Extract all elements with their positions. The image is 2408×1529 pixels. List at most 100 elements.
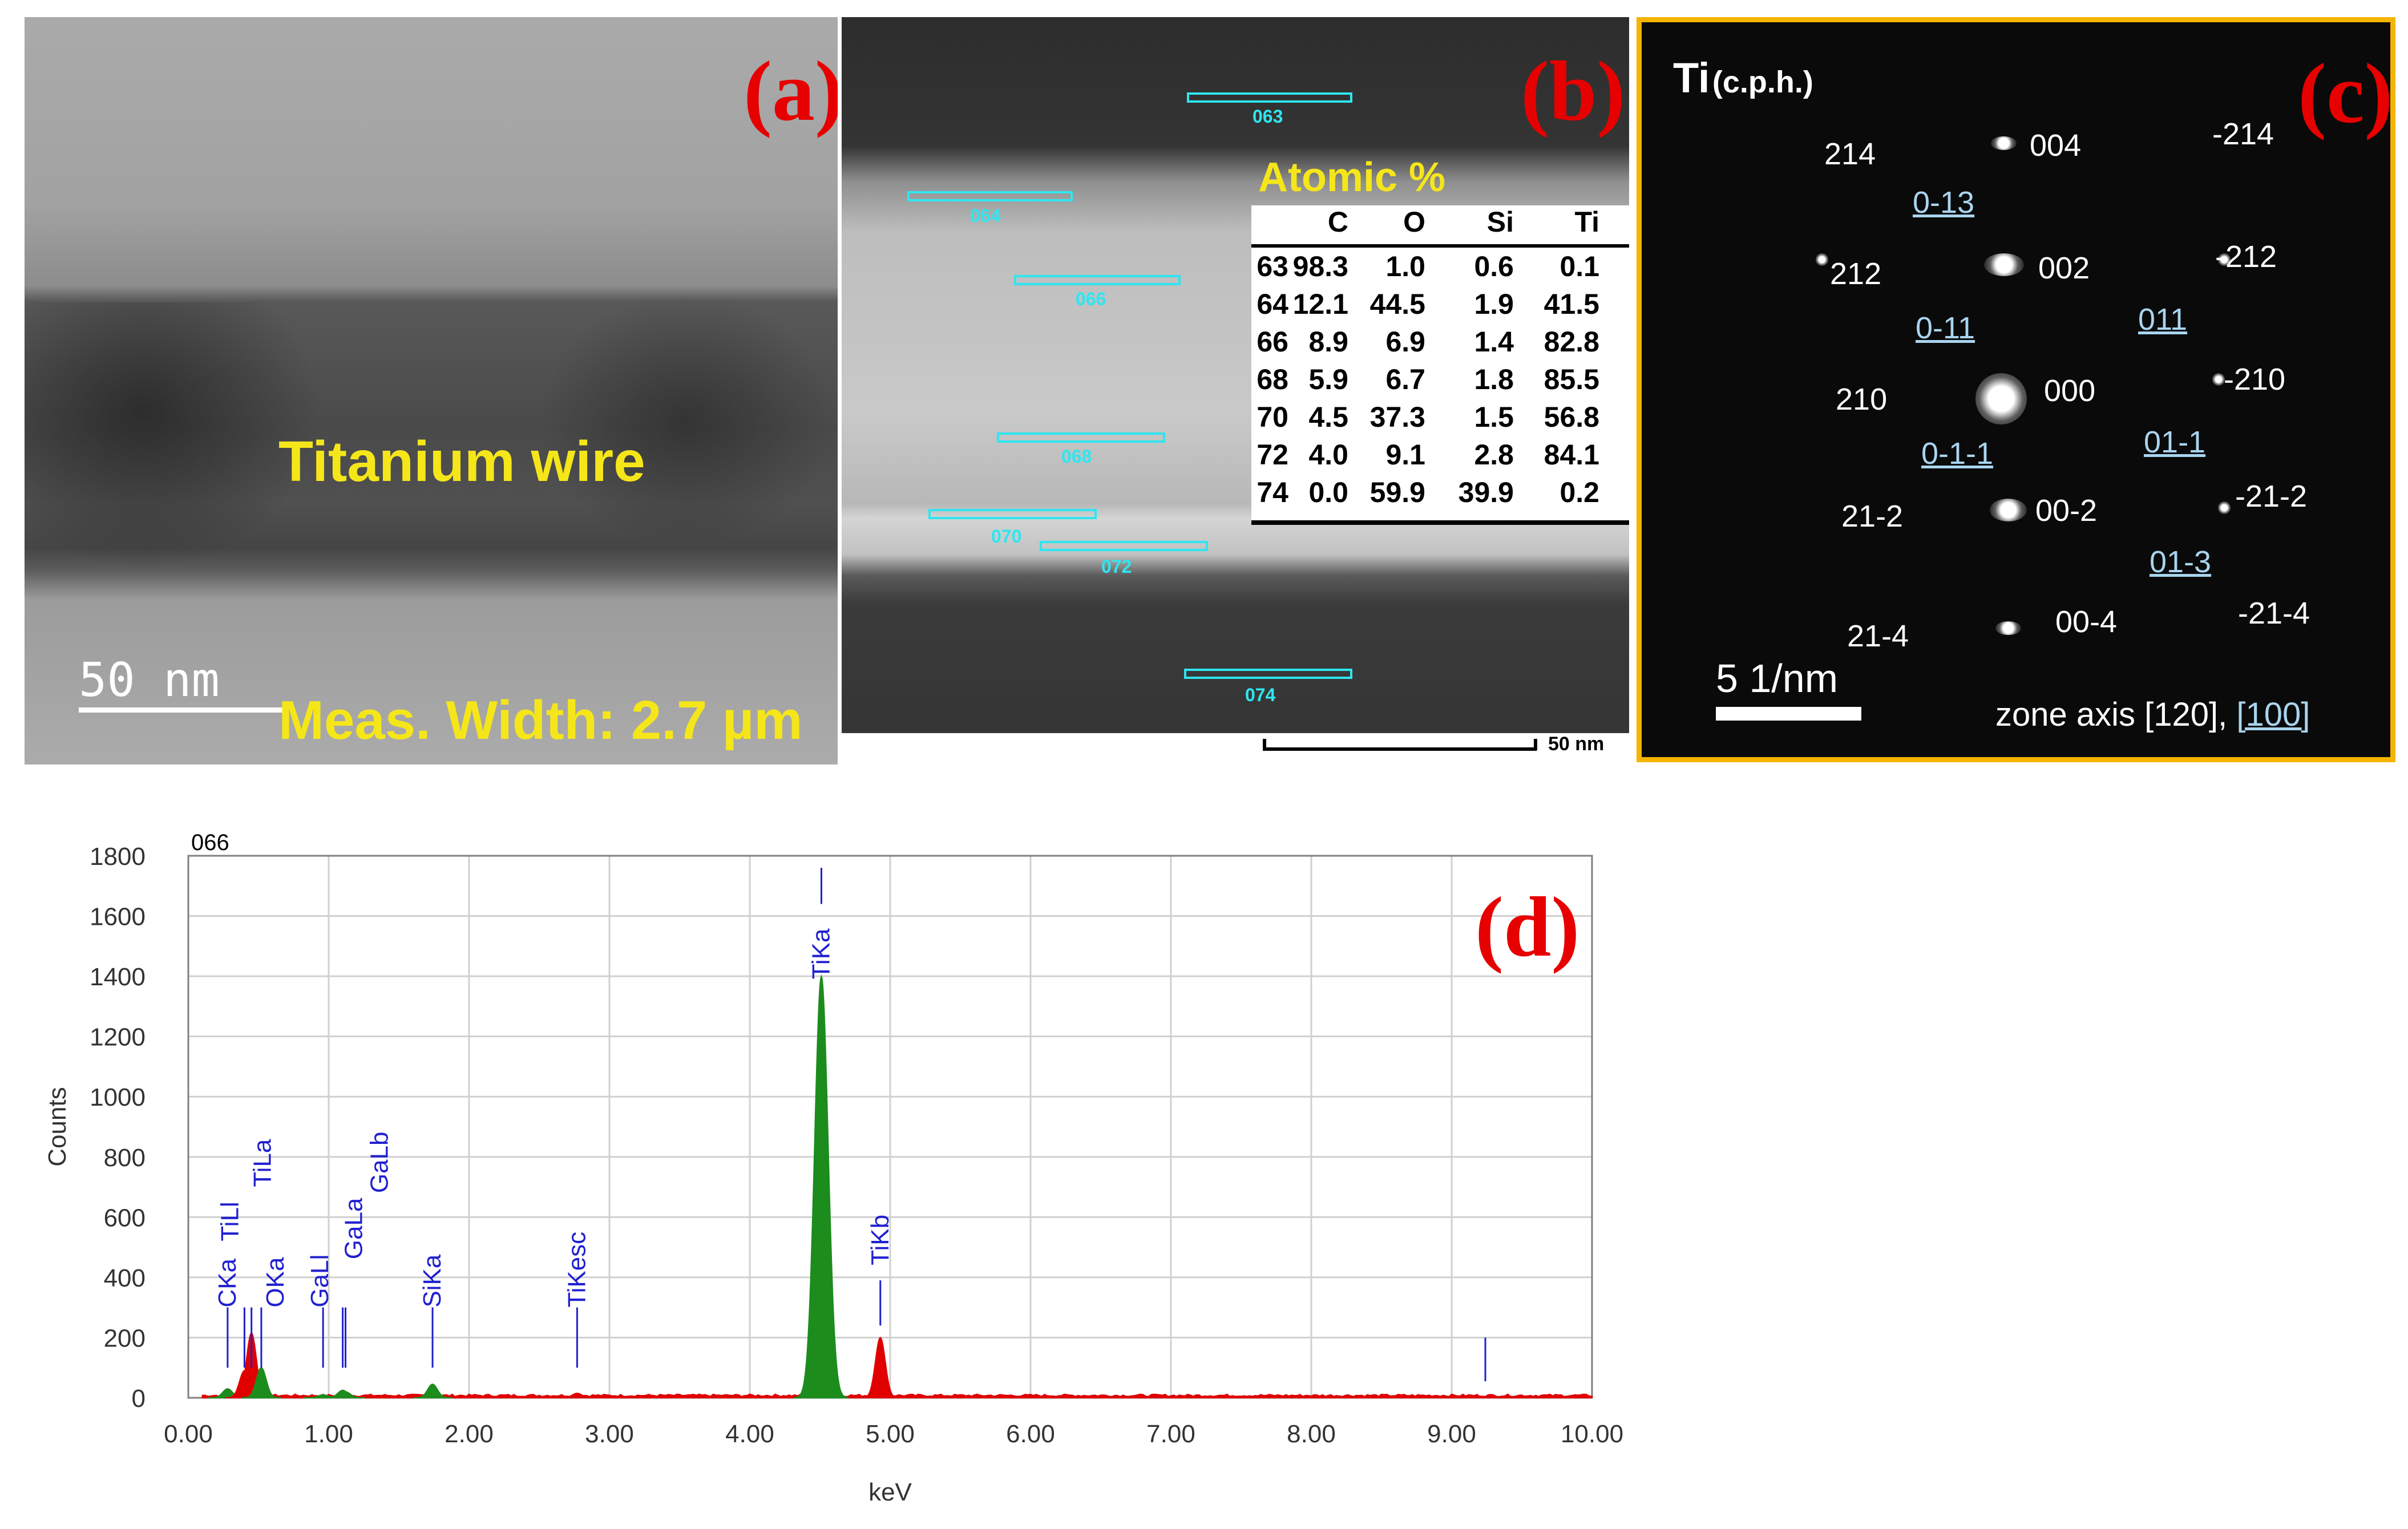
panel-c-label: (c) (2298, 46, 2393, 141)
x-axis-label: keV (868, 1478, 912, 1506)
table-cell: 1.8 (1474, 363, 1514, 395)
peak-label: TiKb (866, 1215, 894, 1265)
table-row: 70 4.5 37.3 1.5 56.8 (1251, 401, 1629, 438)
x-tick-label: 0.00 (164, 1420, 213, 1448)
diffraction-spot (1995, 621, 2021, 635)
diffraction-title: Ti (c.p.h.) (1673, 54, 1813, 102)
table-cell: 6.7 (1385, 363, 1425, 395)
atomic-percent-table: C O Si Ti 63 98.3 1.0 0.6 0.1 64 12.1 44.5 1.9 41… (1251, 205, 1629, 525)
table-cell: 0.0 (1308, 476, 1348, 508)
table-row: 72 4.0 9.1 2.8 84.1 (1251, 438, 1629, 476)
column-header: Ti (1574, 206, 1599, 238)
scale-bar (1263, 747, 1537, 751)
miller-index: 002 (2038, 251, 2090, 285)
zone-axis-underlined: [100] (2236, 696, 2310, 733)
peak-label: TiKesc (563, 1232, 591, 1308)
miller-index: -212 (2215, 240, 2277, 274)
table-cell: 6.9 (1385, 326, 1425, 358)
miller-index: 212 (1830, 257, 1882, 291)
spectrum-peak (794, 974, 849, 1398)
miller-index: -210 (2224, 362, 2286, 397)
x-tick-label: 1.00 (304, 1420, 353, 1448)
table-cell: 56.8 (1544, 401, 1599, 433)
diffraction-spot (1816, 253, 1828, 266)
table-cell: 85.5 (1544, 363, 1599, 395)
x-tick-label: 10.00 (1561, 1420, 1623, 1448)
peak-label: SiKa (418, 1254, 446, 1307)
y-tick-label: 1000 (90, 1083, 146, 1111)
miller-index: -214 (2212, 117, 2274, 151)
table-cell: 1.9 (1474, 288, 1514, 320)
column-header: Si (1486, 206, 1514, 238)
panel-a-label: (a) (744, 44, 838, 139)
table-cell: 98.3 (1292, 250, 1348, 282)
diffraction-spot (1991, 136, 2017, 150)
diffraction-spot (2212, 373, 2225, 386)
table-cell: 44.5 (1369, 288, 1425, 320)
roi-label: 066 (1076, 289, 1106, 309)
x-tick-label: 7.00 (1146, 1420, 1195, 1448)
y-tick-label: 1400 (90, 963, 146, 991)
y-axis-label: Counts (43, 1087, 71, 1166)
scale-bar (79, 707, 284, 713)
roi-box (1184, 669, 1352, 679)
y-tick-label: 1600 (90, 903, 146, 931)
roi-box (928, 509, 1097, 519)
y-tick-label: 0 (132, 1385, 146, 1413)
roi-label: 068 (1061, 446, 1092, 467)
panel-b-stem-image: 063 064 066 068 070 072 074 Atomic % C O… (842, 17, 1629, 733)
wire-dark-region (538, 291, 835, 548)
column-header: C (1327, 206, 1348, 238)
peak-label: GaLb (366, 1131, 394, 1193)
roi-label: 063 (1253, 106, 1283, 127)
scale-bar (1716, 707, 1861, 721)
table-cell: 1.5 (1474, 401, 1514, 433)
diffraction-spot (1990, 499, 2027, 521)
peak-label: GaLl (306, 1255, 334, 1308)
table-header-row: C O Si Ti (1251, 205, 1629, 243)
miller-index: 00-4 (2055, 605, 2118, 639)
miller-index: 000 (2044, 374, 2096, 408)
table-cell: 1.0 (1385, 250, 1425, 282)
miller-index: -21-4 (2238, 596, 2310, 630)
y-tick-label: 800 (104, 1144, 146, 1172)
table-row: 63 98.3 1.0 0.6 0.1 (1251, 250, 1629, 288)
table-row: 66 8.9 6.9 1.4 82.8 (1251, 325, 1629, 363)
miller-index-underlined: 0-1-1 (1921, 436, 1994, 471)
table-cell: 8.9 (1308, 326, 1348, 358)
diffraction-spot (1984, 253, 2024, 276)
diffraction-spot (2218, 253, 2231, 266)
table-cell: 59.9 (1369, 476, 1425, 508)
x-tick-label: 2.00 (445, 1420, 494, 1448)
table-cell: 0.2 (1559, 476, 1599, 508)
zone-axis-label: zone axis [120], [100] (1995, 695, 2310, 734)
x-tick-label: 6.00 (1006, 1420, 1055, 1448)
miller-index-underlined: 011 (2138, 302, 2188, 337)
wire-dark-region (25, 302, 321, 571)
zone-axis-text: zone axis [120], (1995, 696, 2237, 733)
peak-label: TiLl (216, 1202, 244, 1241)
x-tick-label: 9.00 (1427, 1420, 1476, 1448)
table-cell: 37.3 (1369, 401, 1425, 433)
table-cell: 39.9 (1458, 476, 1514, 508)
y-tick-label: 1200 (90, 1024, 146, 1051)
table-cell: 1.4 (1474, 326, 1514, 358)
spectrum-peak (860, 1337, 900, 1398)
roi-box (1187, 92, 1352, 103)
table-cell: 68 (1256, 363, 1288, 395)
table-cell: 2.8 (1474, 439, 1514, 471)
roi-label: 074 (1245, 685, 1276, 705)
title-element: Ti (1673, 54, 1710, 102)
table-cell: 63 (1256, 250, 1288, 282)
chart-title: 066 (191, 830, 229, 855)
spectrum-peak (326, 1391, 365, 1398)
table-cell: 0.1 (1559, 250, 1599, 282)
table-cell: 12.1 (1292, 288, 1348, 320)
table-cell: 5.9 (1308, 363, 1348, 395)
diffraction-spot (2218, 501, 2231, 514)
peak-label: TiLa (249, 1139, 277, 1187)
x-tick-label: 8.00 (1287, 1420, 1336, 1448)
header-rule (1251, 244, 1629, 248)
column-header: O (1403, 206, 1425, 238)
table-row: 64 12.1 44.5 1.9 41.5 (1251, 288, 1629, 325)
